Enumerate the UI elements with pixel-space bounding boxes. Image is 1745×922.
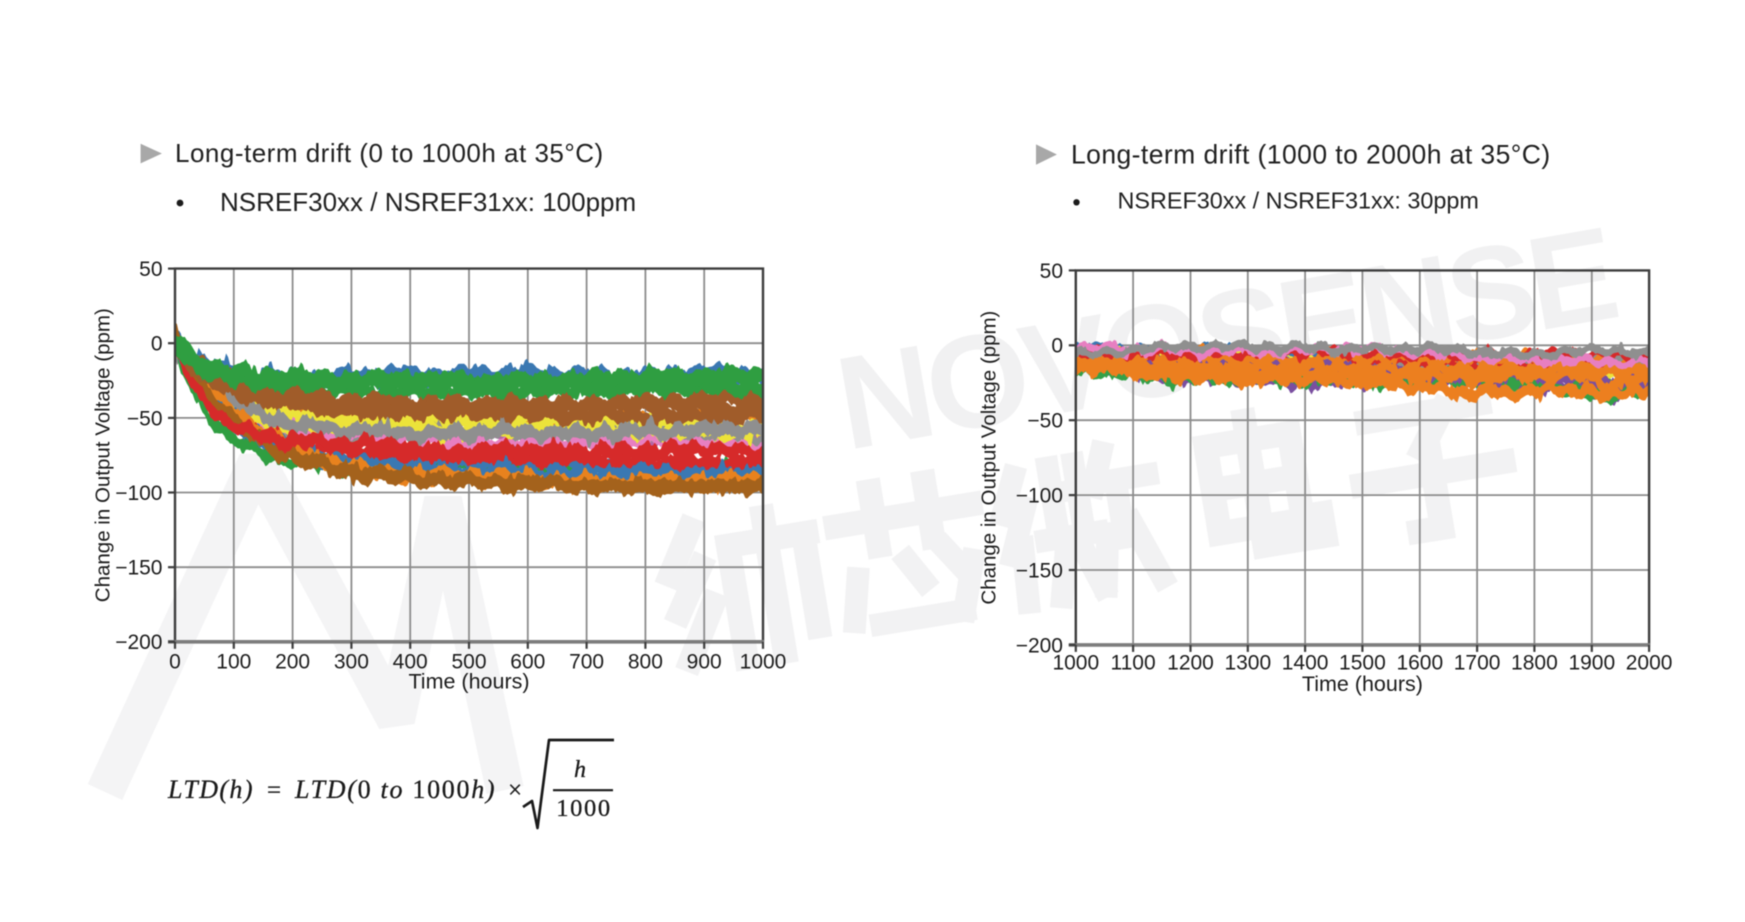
svg-text:−200: −200 [1016,634,1063,657]
svg-text:500: 500 [451,651,486,674]
svg-text:−150: −150 [115,557,162,580]
svg-text:1400: 1400 [1282,652,1329,675]
svg-text:NSREF30xx / NSREF31xx: 30ppm: NSREF30xx / NSREF31xx: 30ppm [1118,188,1479,214]
svg-text:0: 0 [169,651,181,674]
svg-text:400: 400 [393,651,428,674]
svg-text:1500: 1500 [1339,652,1386,675]
svg-text:300: 300 [334,651,369,674]
svg-text:0: 0 [151,333,163,356]
svg-text:1000: 1000 [740,651,787,674]
svg-text:1000: 1000 [556,795,611,822]
svg-text:Time (hours): Time (hours) [1302,672,1423,696]
svg-text:h: h [574,757,586,783]
svg-text:100: 100 [216,651,251,674]
svg-text:1100: 1100 [1111,652,1156,675]
svg-text:−100: −100 [115,482,162,505]
svg-text:600: 600 [510,651,545,674]
svg-text:Long-term drift (1000 to 2000h: Long-term drift (1000 to 2000h at 35°C) [1071,140,1551,170]
svg-text:1600: 1600 [1396,652,1443,675]
svg-text:1200: 1200 [1167,652,1214,675]
svg-text:Long-term drift (0 to 1000h at: Long-term drift (0 to 1000h at 35°C) [175,138,604,168]
svg-text:−50: −50 [127,407,163,430]
svg-text:0: 0 [1051,335,1063,358]
svg-text:−200: −200 [115,631,162,654]
svg-text:1800: 1800 [1511,652,1558,675]
svg-text:1900: 1900 [1568,652,1615,675]
svg-text:700: 700 [569,651,604,674]
svg-text:−150: −150 [1016,559,1063,582]
svg-text:1700: 1700 [1454,652,1501,675]
svg-text:50: 50 [1040,260,1063,283]
svg-text:LTD(h): LTD(h) [167,775,254,804]
svg-text:=: = [267,777,281,804]
svg-text:200: 200 [275,651,310,674]
svg-text:1000: 1000 [1052,652,1099,675]
svg-text:50: 50 [139,258,162,281]
svg-text:900: 900 [687,651,722,674]
svg-text:Time (hours): Time (hours) [408,670,529,694]
svg-text:−100: −100 [1016,485,1063,508]
svg-text:Change in Output Voltage (ppm): Change in Output Voltage (ppm) [978,311,1001,605]
svg-text:×: × [508,777,522,804]
svg-text:−50: −50 [1027,410,1063,433]
svg-text:1300: 1300 [1224,652,1271,675]
svg-text:800: 800 [628,651,663,674]
svg-text:NSREF30xx / NSREF31xx: 100ppm: NSREF30xx / NSREF31xx: 100ppm [220,187,636,217]
svg-text:2000: 2000 [1626,652,1673,675]
svg-text:Change in Output Voltage (ppm): Change in Output Voltage (ppm) [91,308,114,602]
svg-text:LTD(0 to 1000h): LTD(0 to 1000h) [294,775,496,804]
